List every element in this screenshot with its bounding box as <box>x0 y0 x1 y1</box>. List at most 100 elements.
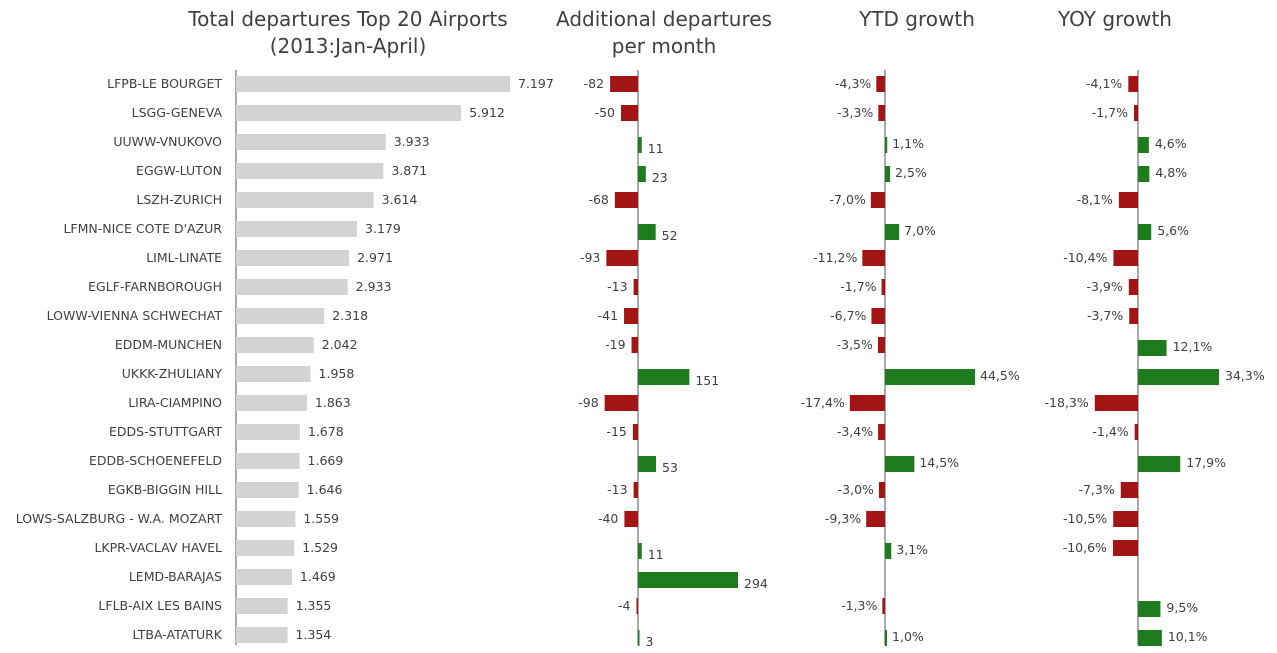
bar-ytd-lszh-zurich <box>870 192 885 208</box>
bar-yoy-uuww-vnukovo <box>1138 137 1149 153</box>
bar-total-liml-linate <box>236 250 350 266</box>
bar-ytd-eddb-schoenefeld <box>885 456 915 472</box>
value-total-loww-vienna-schwechat: 2.318 <box>332 308 368 323</box>
bar-ytd-eggw-luton <box>885 166 891 182</box>
bar-ytd-ltba-ataturk <box>885 630 888 646</box>
value-ytd-lira-ciampino: -17,4% <box>801 395 845 410</box>
category-label-lows-salzburg-w-a-mozart: LOWS-SALZBURG - W.A. MOZART <box>16 511 223 526</box>
value-yoy-uuww-vnukovo: 4,6% <box>1155 136 1187 151</box>
bar-additional-eggw-luton <box>638 166 646 182</box>
value-yoy-lflb-aix-les-bains: 9,5% <box>1166 600 1198 615</box>
category-label-eggw-luton: EGGW-LUTON <box>136 163 222 178</box>
bar-ytd-lfmn-nice-cote-d-azur <box>885 224 900 240</box>
bar-ytd-ukkk-zhuliany <box>885 369 975 385</box>
panel-ytd-growth: -4,3% -3,3% 1,1% 2,5% -7,0% 7,0% -11,2% -1,7% -6… <box>801 70 1020 646</box>
bar-ytd-lows-salzburg-w-a-mozart <box>866 511 885 527</box>
bar-ytd-lfpb-le-bourget <box>876 76 885 92</box>
value-yoy-lkpr-vaclav-havel: -10,6% <box>1063 540 1107 555</box>
bar-additional-eglf-farnborough <box>633 279 638 295</box>
category-label-lsgg-geneva: LSGG-GENEVA <box>132 105 223 120</box>
category-label-eglf-farnborough: EGLF-FARNBOROUGH <box>88 279 222 294</box>
value-yoy-lira-ciampino: -18,3% <box>1045 395 1089 410</box>
value-yoy-lows-salzburg-w-a-mozart: -10,5% <box>1063 511 1107 526</box>
value-total-ukkk-zhuliany: 1.958 <box>319 366 355 381</box>
value-ytd-loww-vienna-schwechat: -6,7% <box>830 308 866 323</box>
bar-additional-eddb-schoenefeld <box>638 456 657 472</box>
bar-total-lows-salzburg-w-a-mozart <box>236 511 296 527</box>
bar-ytd-egkb-biggin-hill <box>878 482 885 498</box>
value-additional-lows-salzburg-w-a-mozart: -40 <box>598 511 618 526</box>
bar-ytd-lflb-aix-les-bains <box>882 598 885 614</box>
bar-total-lkpr-vaclav-havel <box>236 540 295 556</box>
value-additional-ukkk-zhuliany: 151 <box>695 373 719 388</box>
bar-additional-lflb-aix-les-bains <box>636 598 638 614</box>
title-additional-line-1: Additional departures <box>556 7 772 31</box>
title-ytd-line-1: YTD growth <box>858 7 975 31</box>
bar-total-lflb-aix-les-bains <box>236 598 288 614</box>
bar-ytd-liml-linate <box>862 250 885 266</box>
bar-additional-edds-stuttgart <box>632 424 638 440</box>
bar-yoy-ukkk-zhuliany <box>1138 369 1219 385</box>
bar-additional-lkpr-vaclav-havel <box>638 543 642 559</box>
bar-yoy-lsgg-geneva <box>1133 105 1138 121</box>
category-label-uuww-vnukovo: UUWW-VNUKOVO <box>113 134 222 149</box>
value-additional-uuww-vnukovo: 11 <box>648 141 664 156</box>
value-total-lflb-aix-les-bains: 1.355 <box>296 598 332 613</box>
bar-ytd-uuww-vnukovo <box>885 137 888 153</box>
value-additional-eddb-schoenefeld: 53 <box>662 460 678 475</box>
bar-ytd-edds-stuttgart <box>878 424 885 440</box>
value-yoy-ltba-ataturk: 10,1% <box>1168 629 1208 644</box>
value-total-eddm-munchen: 2.042 <box>322 337 358 352</box>
bar-total-uuww-vnukovo <box>236 134 386 150</box>
value-yoy-liml-linate: -10,4% <box>1063 250 1107 265</box>
bar-total-egkb-biggin-hill <box>236 482 299 498</box>
category-label-ukkk-zhuliany: UKKK-ZHULIANY <box>122 366 223 381</box>
bar-total-loww-vienna-schwechat <box>236 308 325 324</box>
bar-additional-lszh-zurich <box>614 192 638 208</box>
value-total-lszh-zurich: 3.614 <box>382 192 418 207</box>
bar-ytd-lsgg-geneva <box>878 105 885 121</box>
value-ytd-ukkk-zhuliany: 44,5% <box>980 368 1020 383</box>
title-total-line-1: Total departures Top 20 Airports <box>187 7 507 31</box>
bar-additional-liml-linate <box>606 250 638 266</box>
category-label-lfpb-le-bourget: LFPB-LE BOURGET <box>107 76 222 91</box>
category-label-lfmn-nice-cote-d-azur: LFMN-NICE COTE D'AZUR <box>63 221 222 236</box>
value-yoy-eglf-farnborough: -3,9% <box>1087 279 1123 294</box>
value-ytd-eglf-farnborough: -1,7% <box>840 279 876 294</box>
value-additional-eddm-munchen: -19 <box>605 337 625 352</box>
value-ytd-eggw-luton: 2,5% <box>895 165 927 180</box>
bar-additional-lsgg-geneva <box>620 105 638 121</box>
value-additional-lfpb-le-bourget: -82 <box>584 76 604 91</box>
value-total-lira-ciampino: 1.863 <box>315 395 351 410</box>
category-label-eddm-munchen: EDDM-MUNCHEN <box>115 337 222 352</box>
value-additional-lszh-zurich: -68 <box>588 192 608 207</box>
bar-yoy-eddm-munchen <box>1138 340 1167 356</box>
value-total-eggw-luton: 3.871 <box>391 163 427 178</box>
bar-yoy-ltba-ataturk <box>1138 630 1162 646</box>
value-additional-lfmn-nice-cote-d-azur: 52 <box>662 228 678 243</box>
value-additional-eglf-farnborough: -13 <box>607 279 627 294</box>
bar-total-lfpb-le-bourget <box>236 76 510 92</box>
bar-total-lemd-barajas <box>236 569 292 585</box>
bar-additional-egkb-biggin-hill <box>633 482 638 498</box>
value-additional-liml-linate: -93 <box>580 250 600 265</box>
bar-yoy-eglf-farnborough <box>1128 279 1138 295</box>
value-total-lfpb-le-bourget: 7.197 <box>518 76 554 91</box>
value-yoy-eddm-munchen: 12,1% <box>1173 339 1213 354</box>
panel-total-departures: LFPB-LE BOURGET 7.197 LSGG-GENEVA 5.912 UUWW… <box>16 70 554 645</box>
value-additional-lsgg-geneva: -50 <box>595 105 615 120</box>
bar-total-ukkk-zhuliany <box>236 366 311 382</box>
bar-additional-ukkk-zhuliany <box>638 369 690 385</box>
value-yoy-eddb-schoenefeld: 17,9% <box>1186 455 1226 470</box>
value-total-eddb-schoenefeld: 1.669 <box>308 453 344 468</box>
category-label-lkpr-vaclav-havel: LKPR-VACLAV HAVEL <box>94 540 222 555</box>
category-label-lemd-barajas: LEMD-BARAJAS <box>129 569 222 584</box>
value-ytd-eddb-schoenefeld: 14,5% <box>919 455 959 470</box>
value-total-liml-linate: 2.971 <box>357 250 393 265</box>
title-yoy-line-1: YOY growth <box>1057 7 1172 31</box>
value-ytd-lows-salzburg-w-a-mozart: -9,3% <box>825 511 861 526</box>
value-ytd-lflb-aix-les-bains: -1,3% <box>841 598 877 613</box>
value-ytd-eddm-munchen: -3,5% <box>837 337 873 352</box>
bar-ytd-eglf-farnborough <box>881 279 885 295</box>
category-label-lflb-aix-les-bains: LFLB-AIX LES BAINS <box>98 598 222 613</box>
